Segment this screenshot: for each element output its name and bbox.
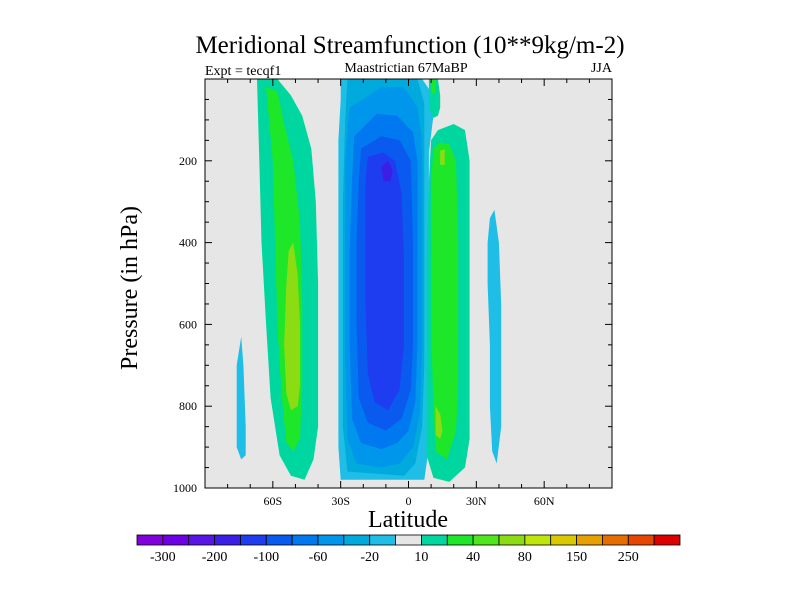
experiment-label: Expt = tecqf1: [205, 64, 281, 79]
colorbar-swatch: [602, 534, 629, 546]
period-label: Maastrictian 67MaBP: [344, 61, 467, 76]
x-tick-label: 60S: [263, 494, 282, 508]
contour-nh-upper-blob-core: [431, 79, 436, 96]
colorbar-label: 250: [618, 550, 639, 565]
colorbar-swatch: [472, 534, 500, 546]
colorbar-swatch: [498, 534, 526, 546]
contour-nh-cell-lobe-bottom: [435, 406, 443, 439]
colorbar-swatch: [524, 534, 552, 546]
colorbar-swatch: [265, 534, 293, 546]
colorbar-label: -300: [150, 550, 176, 565]
y-axis-title: Pressure (in hPa): [117, 206, 143, 370]
season-label: JJA: [591, 61, 613, 76]
axis-ticks: 60S 30S 0 30N 60N 200 400 600 800 1000: [173, 79, 612, 508]
x-axis-title: Latitude: [368, 507, 448, 533]
colorbar-swatch: [343, 534, 371, 546]
colorbar-label: 150: [566, 550, 587, 565]
colorbar-label: 80: [518, 550, 532, 565]
colorbar-label: 40: [466, 550, 480, 565]
x-tick-label: 30S: [331, 494, 350, 508]
y-tick-label: 200: [179, 154, 197, 168]
colorbar-swatch: [291, 534, 319, 546]
contour-eq-cell-l6: [365, 152, 404, 411]
y-tick-label: 600: [179, 317, 197, 331]
y-tick-label: 800: [179, 399, 197, 413]
colorbar-swatch: [136, 534, 164, 546]
contour-nh-cell-lobe-top: [440, 149, 445, 165]
contour-sh-polar-cell: [236, 336, 246, 460]
y-tick-label: 400: [179, 236, 197, 250]
colorbar-label: -200: [202, 550, 228, 565]
colorbar-label: -100: [253, 550, 279, 565]
y-tick-label: 1000: [173, 481, 197, 495]
colorbar-swatch: [162, 534, 190, 546]
colorbar-swatch: [653, 534, 681, 546]
x-tick-label: 60N: [534, 494, 555, 508]
colorbar-swatch: [240, 534, 267, 546]
colorbar-label: -20: [360, 550, 379, 565]
contour-nh-subtropic-cell: [487, 209, 502, 464]
colorbar: -300 -200 -100 -60 -20 10 40 80 150 250: [136, 534, 681, 565]
colorbar-label: -60: [309, 550, 328, 565]
x-tick-label: 30N: [466, 494, 487, 508]
colorbar-swatch: [576, 534, 603, 546]
colorbar-swatch: [421, 534, 448, 546]
colorbar-swatch: [317, 534, 345, 546]
chart-title: Meridional Streamfunction (10**9kg/m-2): [195, 32, 624, 59]
colorbar-swatch: [214, 534, 241, 546]
contour-sh-cell-core: [284, 242, 300, 411]
colorbar-swatch: [550, 534, 577, 546]
colorbar-swatch: [395, 534, 422, 546]
colorbar-swatch: [627, 534, 655, 546]
contour-eq-cell-core: [381, 160, 393, 182]
colorbar-swatch: [446, 534, 474, 546]
x-tick-label: 0: [406, 494, 412, 508]
contour-regions: [236, 79, 502, 482]
colorbar-label: 10: [414, 550, 428, 565]
colorbar-swatch: [188, 534, 215, 546]
contour-nh-cell-core: [431, 142, 459, 460]
colorbar-swatch: [369, 534, 396, 546]
